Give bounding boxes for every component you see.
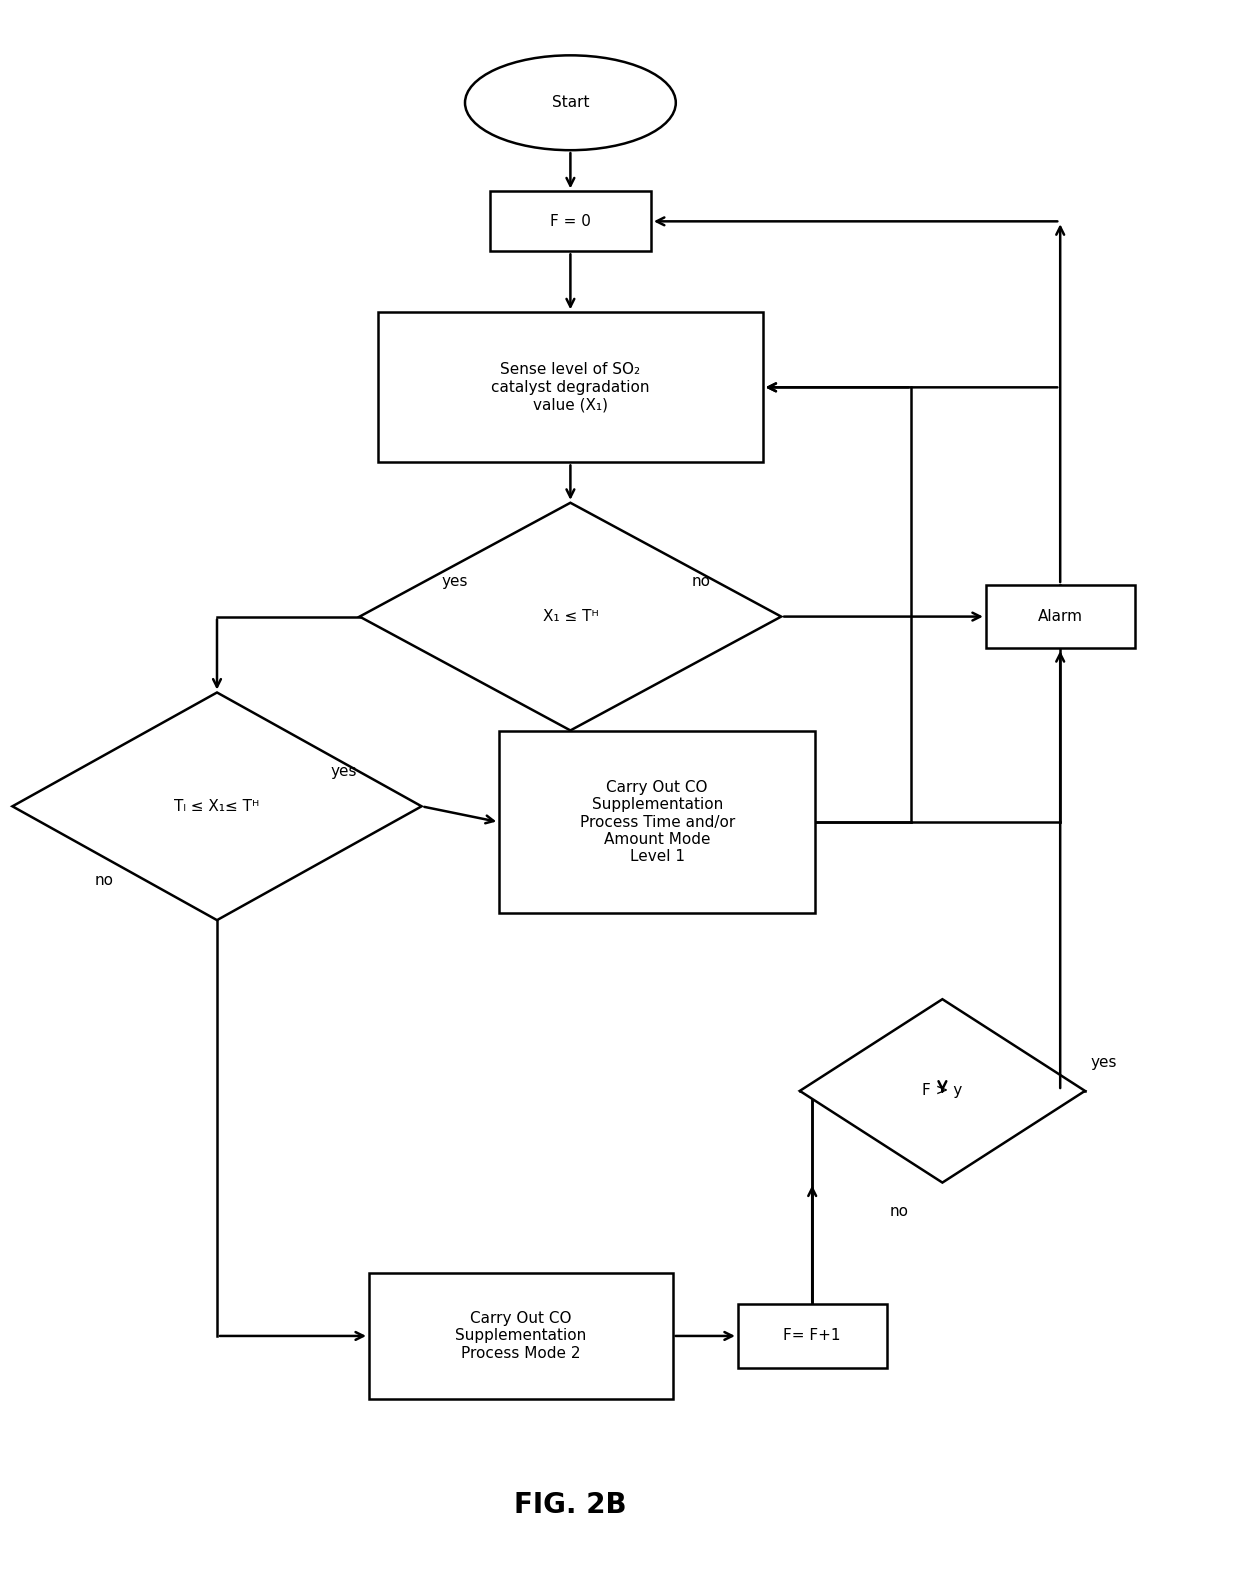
Ellipse shape (465, 55, 676, 150)
Text: yes: yes (441, 574, 467, 590)
Text: F > y: F > y (923, 1083, 962, 1099)
Text: FIG. 2B: FIG. 2B (515, 1491, 626, 1519)
FancyBboxPatch shape (490, 191, 651, 251)
FancyBboxPatch shape (738, 1304, 887, 1368)
Text: Sense level of SO₂
catalyst degradation
value (X₁): Sense level of SO₂ catalyst degradation … (491, 362, 650, 413)
FancyBboxPatch shape (370, 1273, 672, 1399)
Text: no: no (95, 873, 114, 889)
Text: Alarm: Alarm (1038, 609, 1083, 624)
Text: no: no (890, 1203, 909, 1219)
FancyBboxPatch shape (498, 730, 816, 914)
Text: F= F+1: F= F+1 (784, 1328, 841, 1344)
Text: X₁ ≤ Tᴴ: X₁ ≤ Tᴴ (543, 609, 598, 624)
Text: Start: Start (552, 95, 589, 111)
Text: yes: yes (331, 764, 357, 779)
Text: Tₗ ≤ X₁≤ Tᴴ: Tₗ ≤ X₁≤ Tᴴ (175, 798, 259, 814)
Polygon shape (800, 999, 1085, 1183)
Polygon shape (360, 503, 781, 730)
Text: Carry Out CO
Supplementation
Process Time and/or
Amount Mode
Level 1: Carry Out CO Supplementation Process Tim… (579, 779, 735, 865)
Text: yes: yes (1090, 1055, 1117, 1070)
FancyBboxPatch shape (378, 311, 763, 462)
Text: Carry Out CO
Supplementation
Process Mode 2: Carry Out CO Supplementation Process Mod… (455, 1311, 587, 1361)
FancyBboxPatch shape (986, 585, 1135, 648)
Polygon shape (12, 692, 422, 920)
Text: no: no (692, 574, 711, 590)
Text: F = 0: F = 0 (551, 213, 590, 229)
